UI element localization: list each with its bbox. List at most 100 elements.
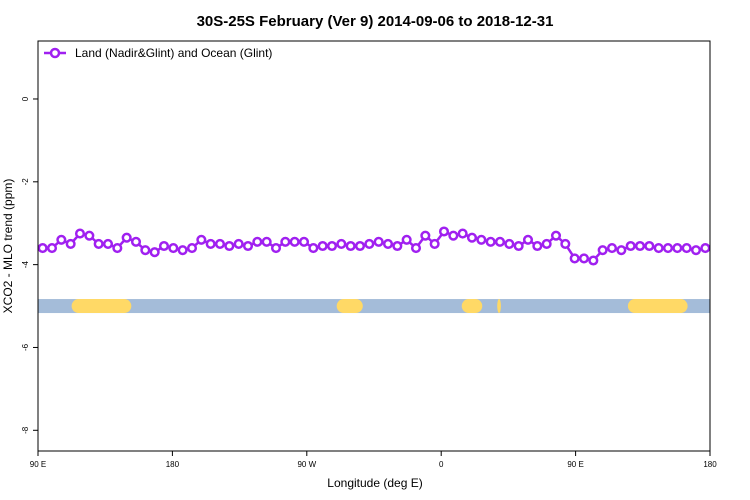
data-point (196, 234, 207, 245)
data-point (252, 236, 263, 247)
data-point (308, 243, 319, 254)
data-point (392, 240, 403, 252)
y-tick-label: 0 (21, 96, 30, 101)
x-axis-label: Longitude (deg E) (327, 476, 422, 490)
data-point (700, 243, 711, 254)
plot-frame (37, 40, 711, 452)
data-point (504, 238, 515, 249)
x-axis: 90 E 180 90 W 0 90 E 180 (30, 451, 717, 469)
data-point (261, 236, 272, 247)
data-point (653, 243, 664, 254)
data-point (214, 238, 226, 249)
data-point (168, 243, 179, 254)
data-point (672, 243, 683, 254)
data-point (121, 232, 132, 243)
data-point (457, 228, 468, 239)
data-point (494, 236, 506, 247)
data-point (662, 243, 674, 254)
data-point (102, 238, 114, 249)
data-point (560, 238, 571, 249)
data-point (298, 236, 310, 247)
data-point (476, 234, 487, 245)
data-point (532, 240, 543, 252)
data-point (513, 240, 524, 252)
data-point (541, 238, 552, 249)
data-point (588, 255, 599, 266)
land-segment (497, 299, 501, 314)
data-point (690, 245, 702, 256)
x-tick-label: 90 E (30, 460, 46, 469)
data-point (289, 236, 300, 247)
data-point (56, 234, 67, 245)
land-segment (627, 299, 688, 314)
y-axis: 0 -2 -4 -6 -8 (21, 96, 38, 434)
land-segment (71, 299, 132, 314)
data-point (401, 234, 412, 245)
data-point (317, 240, 328, 252)
land-segment (461, 299, 483, 314)
x-tick-label: 0 (439, 460, 444, 469)
legend-label: Land (Nadir&Glint) and Ocean (Glint) (75, 46, 272, 60)
x-tick-label: 90 W (297, 460, 316, 469)
data-point (616, 245, 627, 256)
data-point (364, 238, 375, 249)
data-point (74, 228, 86, 239)
y-tick-label: -4 (21, 261, 30, 269)
data-point (336, 238, 347, 249)
x-tick-label: 180 (703, 460, 717, 469)
data-point (550, 230, 562, 241)
chart-title: 30S-25S February (Ver 9) 2014-09-06 to 2… (197, 13, 554, 30)
data-point (410, 243, 422, 254)
data-point (158, 240, 170, 252)
land-segment (336, 299, 363, 314)
data-point (578, 253, 590, 264)
data-point (280, 236, 291, 247)
data-point (130, 236, 142, 247)
legend: Land (Nadir&Glint) and Ocean (Glint) (44, 46, 272, 60)
y-tick-label: -8 (21, 426, 30, 434)
data-point (522, 234, 534, 245)
data-point (93, 238, 104, 249)
x-tick-label: 90 E (567, 460, 583, 469)
data-point (46, 243, 58, 254)
data-point (485, 236, 496, 247)
data-point (420, 230, 431, 241)
data-point (429, 238, 440, 249)
data-point (354, 240, 366, 252)
data-point (112, 243, 123, 254)
data-point (186, 243, 198, 254)
y-tick-label: -2 (21, 178, 30, 186)
data-point (177, 245, 188, 256)
legend-marker (49, 47, 61, 59)
data-point (597, 245, 608, 256)
ocean-band (38, 299, 710, 314)
data-point (625, 240, 636, 252)
data-point (84, 230, 95, 241)
data-point (448, 230, 459, 241)
data-point (644, 240, 655, 252)
data-point (270, 243, 282, 254)
data-point (140, 245, 151, 256)
x-tick-label: 180 (166, 460, 180, 469)
surface-band (38, 299, 710, 314)
data-point (382, 238, 394, 249)
data-point (466, 232, 478, 243)
data-point (606, 243, 618, 254)
data-point (634, 240, 646, 252)
data-point (326, 240, 338, 252)
data-point (37, 243, 48, 254)
data-point (205, 238, 216, 249)
data-point (149, 247, 160, 258)
data-point (233, 238, 244, 249)
data-point (681, 243, 692, 254)
data-point (242, 240, 254, 252)
data-point (65, 238, 76, 249)
data-point (569, 253, 580, 264)
data-point (373, 236, 384, 247)
data-point (224, 240, 235, 252)
series-layer (37, 226, 711, 266)
y-tick-label: -6 (21, 343, 30, 351)
data-point (345, 240, 356, 252)
data-point (438, 226, 450, 237)
